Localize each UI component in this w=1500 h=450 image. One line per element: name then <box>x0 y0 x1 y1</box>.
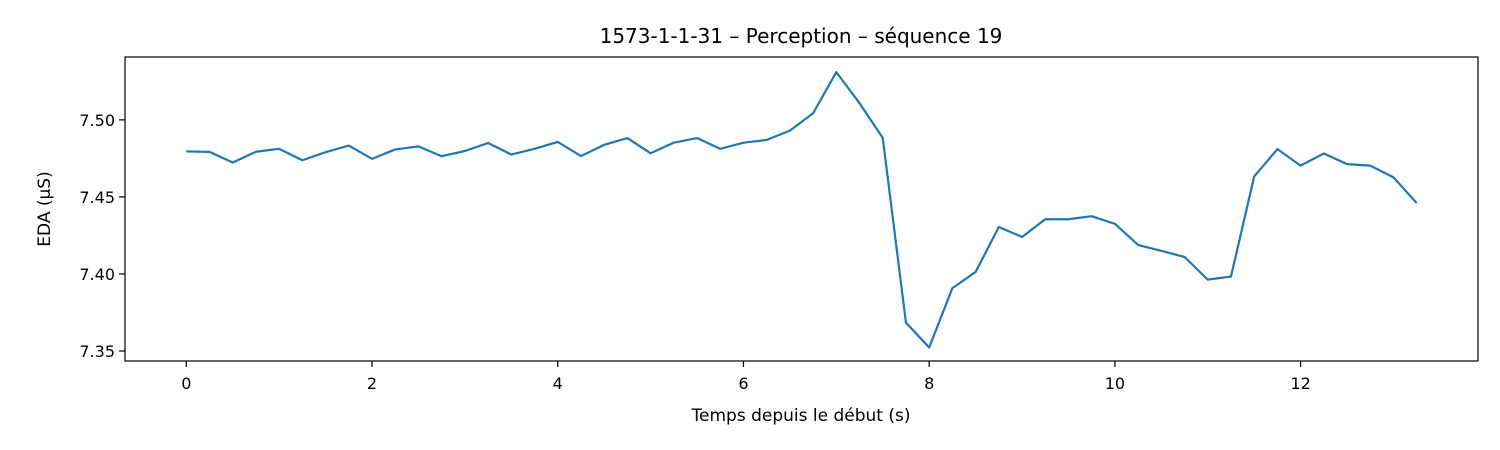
x-tick-label: 10 <box>1105 374 1125 393</box>
x-tick-label: 8 <box>924 374 934 393</box>
plot-frame <box>124 56 1479 362</box>
x-axis-label: Temps depuis le début (s) <box>691 406 911 426</box>
x-tick-label: 4 <box>553 374 563 393</box>
x-tick-label: 0 <box>181 374 191 393</box>
y-tick-label: 7.50 <box>79 111 115 130</box>
chart-title: 1573-1-1-31 – Perception – séquence 19 <box>600 24 1003 48</box>
x-tick-label: 12 <box>1290 374 1310 393</box>
x-tick-label: 2 <box>367 374 377 393</box>
y-tick-label: 7.40 <box>79 265 115 284</box>
y-tick-label: 7.45 <box>79 188 115 207</box>
y-tick-label: 7.35 <box>79 342 115 361</box>
x-tick-label: 6 <box>738 374 748 393</box>
y-axis-label: EDA (µS) <box>35 171 55 246</box>
eda-series-line <box>186 71 1418 349</box>
